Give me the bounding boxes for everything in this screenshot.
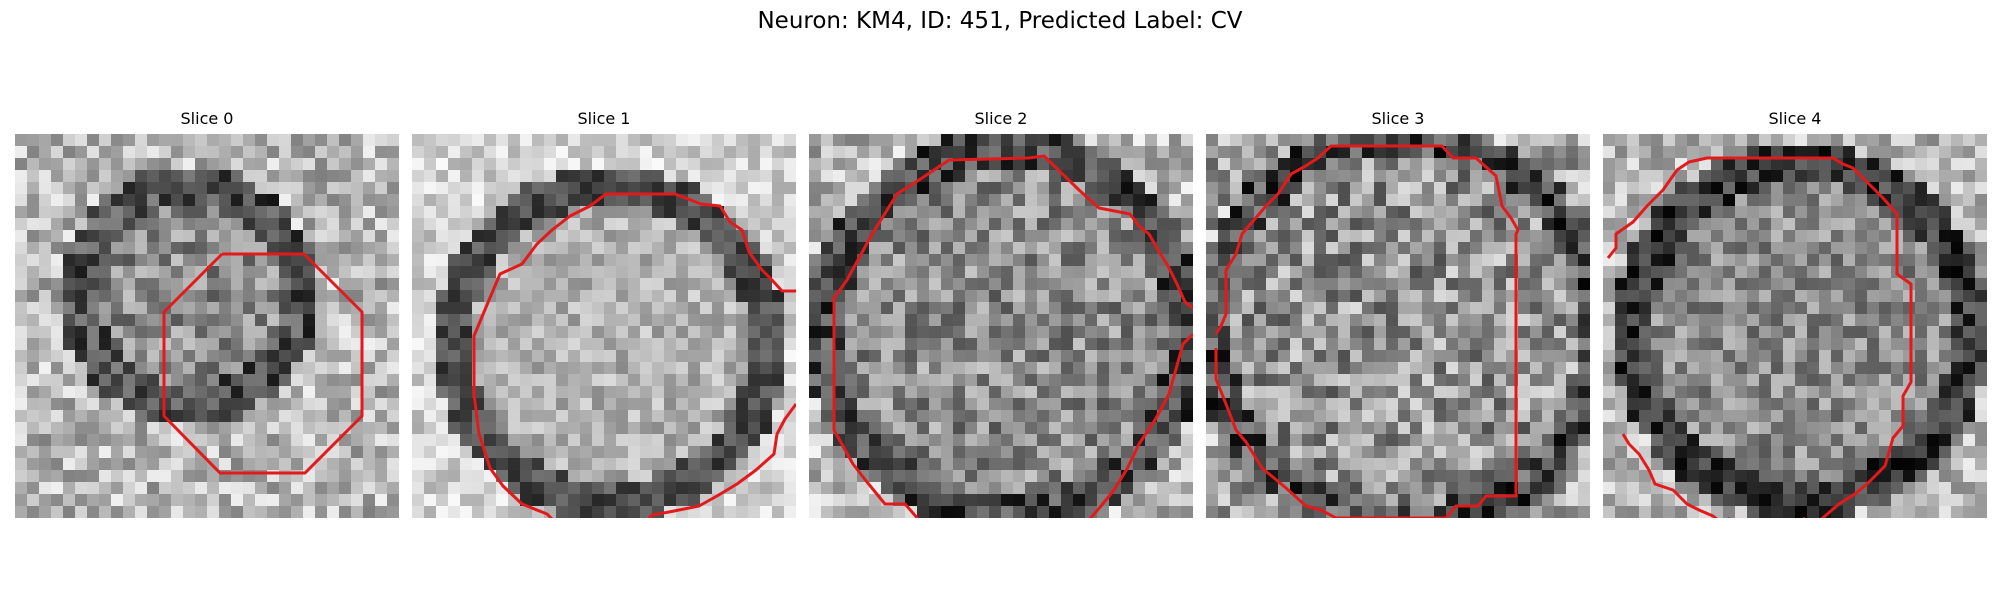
slice-image-4 — [1603, 134, 1987, 518]
slice-panel-1: Slice 1 — [412, 108, 796, 518]
slice-panel-3: Slice 3 — [1206, 108, 1590, 518]
slice-pixels-0 — [15, 134, 399, 518]
slice-title-2: Slice 2 — [974, 109, 1028, 128]
figure-title: Neuron: KM4, ID: 451, Predicted Label: C… — [757, 8, 1243, 34]
segmentation-contour-0 — [162, 252, 364, 475]
segmentation-contour-1 — [472, 192, 796, 518]
contour-line — [647, 403, 796, 518]
slice-image-0 — [15, 134, 399, 518]
slice-title-0: Slice 0 — [180, 109, 234, 128]
slice-pixels-1 — [412, 134, 796, 518]
slice-image-1 — [412, 134, 796, 518]
segmentation-contour-2 — [832, 154, 1193, 518]
slice-panel-2: Slice 2 — [809, 108, 1193, 518]
contour-line — [472, 192, 796, 518]
slice-title-4: Slice 4 — [1768, 109, 1822, 128]
contour-line — [832, 154, 1193, 518]
slice-title-1: Slice 1 — [577, 109, 631, 128]
contour-line — [1621, 433, 1730, 518]
segmentation-contour-3 — [1214, 144, 1520, 518]
slice-image-2 — [809, 134, 1193, 518]
slice-pixels-4 — [1603, 134, 1987, 518]
slice-title-3: Slice 3 — [1371, 109, 1425, 128]
slice-panel-4: Slice 4 — [1603, 108, 1987, 518]
segmentation-contour-4 — [1606, 156, 1913, 518]
slice-pixels-2 — [809, 134, 1193, 518]
contour-line — [1606, 156, 1913, 518]
slice-panel-0: Slice 0 — [15, 108, 399, 518]
contour-line — [1214, 144, 1520, 518]
slice-pixels-3 — [1206, 134, 1590, 518]
slice-image-3 — [1206, 134, 1590, 518]
contour-line — [162, 252, 364, 475]
